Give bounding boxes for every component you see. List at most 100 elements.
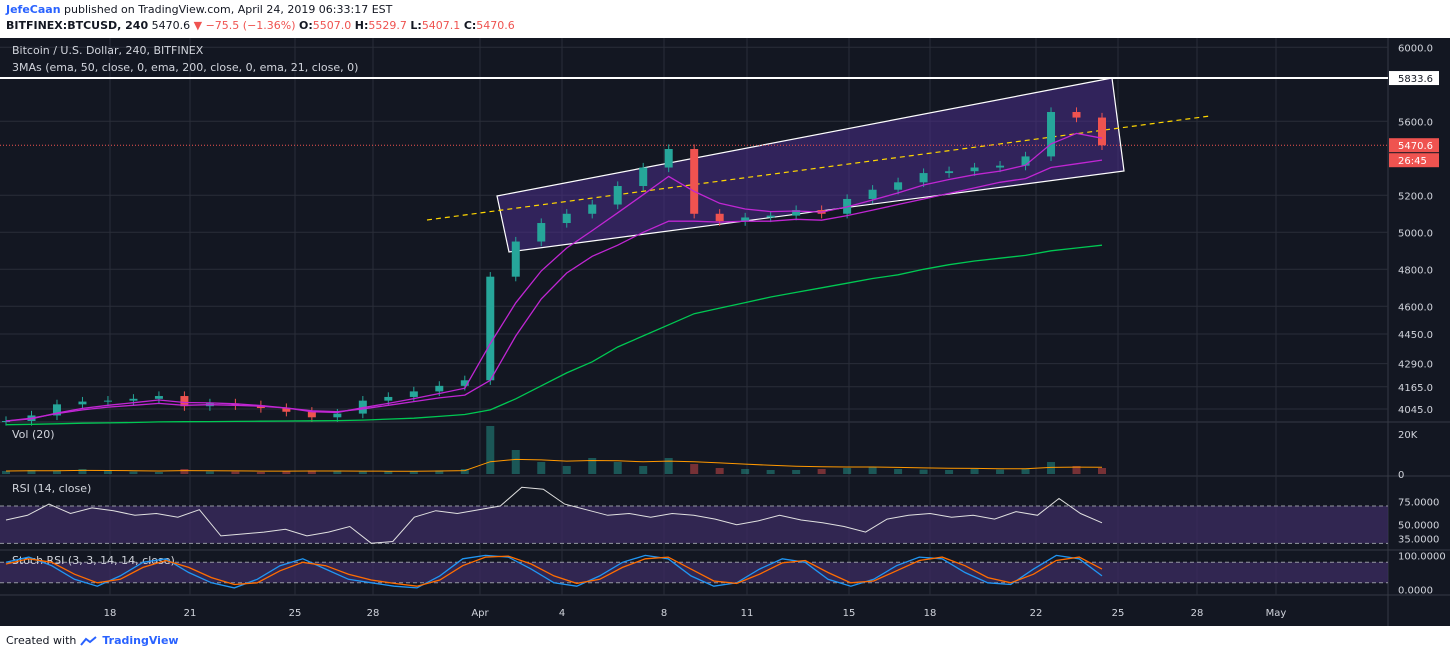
- candle-body: [409, 391, 418, 397]
- author-link[interactable]: JefeCaan: [6, 3, 61, 16]
- volume-bar: [970, 469, 979, 474]
- volume-bar: [333, 471, 342, 474]
- y-tick-label: 4800.0: [1398, 265, 1433, 276]
- candle-body: [78, 401, 87, 405]
- volume-bar: [358, 471, 367, 474]
- created-with-text: Created with: [6, 634, 77, 647]
- resistance-price-tag: [1389, 71, 1439, 86]
- candle-body: [307, 411, 316, 418]
- last-price-label: 5470.6: [1398, 141, 1433, 152]
- candle-body: [333, 413, 342, 418]
- low-value: 5407.1: [421, 19, 461, 32]
- candle-body: [1072, 112, 1081, 118]
- x-tick-label: 4: [559, 608, 565, 619]
- published-text: published on TradingView.com, April 24, …: [60, 3, 393, 16]
- candle-body: [2, 421, 10, 422]
- volume-bar: [1047, 462, 1056, 474]
- volume-bar: [613, 462, 622, 474]
- tradingview-brand[interactable]: TradingView: [102, 634, 179, 647]
- rsi-title: RSI (14, close): [12, 482, 91, 495]
- candle-body: [868, 189, 877, 199]
- candle-body: [588, 204, 597, 214]
- x-tick-label: 28: [367, 608, 380, 619]
- volume-bar: [741, 469, 750, 474]
- volume-bar: [307, 470, 316, 474]
- candle-body: [1047, 112, 1056, 157]
- countdown-label: 26:45: [1398, 156, 1427, 167]
- candle-body: [894, 182, 903, 190]
- x-tick-label: 11: [741, 608, 754, 619]
- volume-bar: [664, 458, 673, 474]
- indicator-title: 3MAs (ema, 50, close, 0, ema, 200, close…: [12, 61, 358, 74]
- volume-bar: [205, 471, 214, 474]
- x-tick-label: 18: [104, 608, 117, 619]
- volume-bar: [2, 471, 10, 474]
- last-price: 5470.6: [151, 19, 191, 32]
- stoch-tick-label: 100.0000: [1398, 551, 1446, 562]
- volume-bar: [409, 471, 418, 474]
- price-channel: [496, 77, 1125, 253]
- open-value: 5507.0: [312, 19, 352, 32]
- publish-info: JefeCaan published on TradingView.com, A…: [6, 3, 392, 16]
- x-tick-label: 25: [1112, 608, 1125, 619]
- volume-bar: [256, 472, 265, 474]
- stoch-k-line: [5, 554, 1103, 589]
- symbol-name: BITFINEX:BTCUSD, 240: [6, 19, 149, 32]
- chart-area[interactable]: 18 21 25 28 Apr 4 8 11 15 18 22 25 28 May 6000.0 5600.0…: [0, 38, 1450, 626]
- stoch-rsi-title: Stoch RSI (3, 3, 14, 14, close): [12, 554, 175, 567]
- x-tick-label: 25: [289, 608, 302, 619]
- x-tick-label: May: [1266, 608, 1287, 619]
- x-tick-label: 15: [843, 608, 856, 619]
- chart-canvas[interactable]: 18 21 25 28 Apr 4 8 11 15 18 22 25 28 May 6000.0 5600.0…: [0, 38, 1450, 626]
- candle-body: [103, 400, 112, 402]
- price-change: −75.5 (−1.36%): [205, 19, 296, 32]
- close-label: C:: [463, 19, 477, 32]
- symbol-info: BITFINEX:BTCUSD, 240 5470.6 ▼ −75.5 (−1.…: [6, 19, 515, 32]
- open-label: O:: [299, 19, 313, 32]
- candle-body: [460, 380, 469, 386]
- volume-bar: [868, 467, 877, 474]
- close-value: 5470.6: [476, 19, 515, 32]
- rsi-tick-label: 50.0000: [1398, 521, 1439, 532]
- resistance-price-label: 5833.6: [1398, 74, 1433, 85]
- stoch-band: [0, 562, 1388, 583]
- candle-body: [690, 149, 699, 214]
- volume-bar: [715, 468, 724, 474]
- high-label: H:: [354, 19, 369, 32]
- volume-bar: [52, 470, 61, 474]
- volume-bar: [1021, 469, 1030, 474]
- candle-body: [537, 223, 546, 242]
- candle-body: [486, 276, 495, 381]
- volume-bar: [384, 471, 393, 474]
- volume-bar: [996, 469, 1005, 474]
- y-tick-label: 4600.0: [1398, 302, 1433, 313]
- volume-bar: [103, 471, 112, 474]
- volume-bar: [766, 470, 775, 474]
- candle-body: [52, 404, 61, 416]
- volume-bar: [1072, 466, 1081, 474]
- down-arrow-icon: ▼: [193, 19, 203, 32]
- rsi-tick-label: 75.0000: [1398, 497, 1439, 508]
- candle-body: [154, 396, 163, 399]
- candle-body: [741, 217, 750, 222]
- candle-body: [435, 385, 444, 392]
- low-label: L:: [410, 19, 422, 32]
- y-tick-label: 4165.0: [1398, 383, 1433, 394]
- candle-body: [129, 398, 138, 401]
- y-tick-label: 6000.0: [1398, 43, 1433, 54]
- candle-body: [945, 171, 954, 174]
- y-tick-label: 4450.0: [1398, 330, 1433, 341]
- rsi-line: [5, 486, 1103, 544]
- y-tick-label: 5000.0: [1398, 228, 1433, 239]
- volume-bar: [894, 469, 903, 474]
- candle-body: [996, 165, 1005, 168]
- x-tick-label: 28: [1191, 608, 1204, 619]
- ema-fast-line: [5, 132, 1103, 422]
- volume-bar: [154, 472, 163, 474]
- y-tick-label: 4045.0: [1398, 405, 1433, 416]
- volume-bar: [690, 464, 699, 474]
- y-tick-label: 5200.0: [1398, 191, 1433, 202]
- candle-body: [664, 149, 673, 168]
- volume-bar: [843, 468, 852, 474]
- candle-body: [180, 396, 189, 407]
